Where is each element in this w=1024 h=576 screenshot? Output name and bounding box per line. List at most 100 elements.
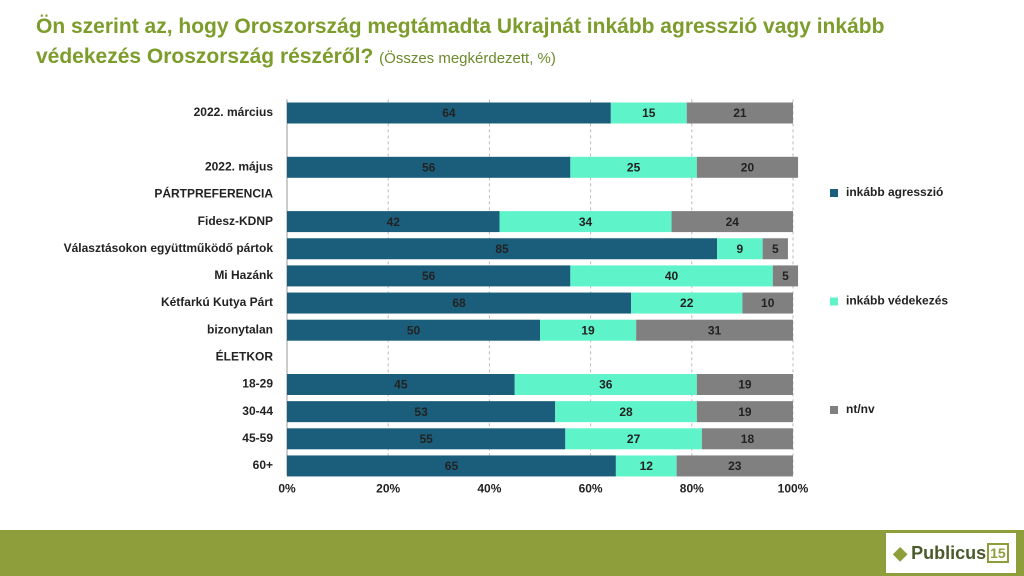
chart: 0% 20% 40% 60% 80% 100%2022. március 64 15 21202… bbox=[64, 99, 948, 496]
logo-text: Publicus bbox=[911, 542, 987, 563]
bar-segment bbox=[610, 102, 687, 124]
data-label: 21 bbox=[733, 106, 747, 120]
data-label: 55 bbox=[419, 432, 433, 446]
y-tick-label: Kétfarkú Kutya Párt bbox=[161, 295, 273, 309]
bar-segment bbox=[287, 401, 556, 423]
data-label: 15 bbox=[642, 106, 656, 120]
data-label: 34 bbox=[579, 215, 593, 229]
bar-segment bbox=[686, 102, 793, 124]
y-tick-label: 45-59 bbox=[242, 431, 273, 445]
chart-subtitle: (Összes megkérdezett, %) bbox=[379, 50, 556, 67]
bar-segment bbox=[287, 156, 571, 178]
bar-segment bbox=[287, 102, 611, 124]
data-label: 19 bbox=[738, 405, 752, 419]
x-tick-label: 80% bbox=[680, 482, 704, 496]
bar-segment bbox=[499, 211, 672, 233]
y-tick-label: Fidesz-KDNP bbox=[198, 214, 273, 228]
data-label: 5 bbox=[772, 242, 779, 256]
bar-segment bbox=[570, 156, 697, 178]
data-label: 45 bbox=[394, 378, 408, 392]
bar-segment bbox=[287, 455, 616, 477]
legend-label: inkább védekezés bbox=[846, 294, 948, 308]
data-label: 20 bbox=[741, 160, 755, 174]
bar-segment bbox=[615, 455, 677, 477]
bar-segment bbox=[540, 319, 637, 341]
data-label: 5 bbox=[782, 269, 789, 283]
data-label: 64 bbox=[442, 106, 456, 120]
bar-segment bbox=[287, 265, 571, 287]
legend-label: nt/nv bbox=[846, 402, 875, 416]
bar-segment bbox=[287, 211, 500, 233]
y-tick-label: 60+ bbox=[253, 458, 273, 472]
bar-segment bbox=[555, 401, 697, 423]
bar-segment bbox=[287, 428, 566, 450]
bar-segment bbox=[676, 455, 793, 477]
data-label: 27 bbox=[627, 432, 641, 446]
footer-band bbox=[0, 530, 1024, 576]
data-label: 36 bbox=[599, 378, 613, 392]
data-label: 12 bbox=[640, 459, 654, 473]
bar-segment bbox=[772, 265, 799, 287]
title-block: Ön szerint az, hogy Oroszország megtámad… bbox=[36, 12, 946, 74]
x-tick-label: 40% bbox=[477, 482, 501, 496]
logo-icon: ◆ bbox=[893, 542, 908, 563]
x-tick-label: 0% bbox=[278, 482, 296, 496]
bar-segment bbox=[701, 428, 793, 450]
data-label: 68 bbox=[452, 296, 466, 310]
data-label: 25 bbox=[627, 160, 641, 174]
data-label: 19 bbox=[581, 323, 595, 337]
bar-segment bbox=[287, 292, 632, 314]
bar-segment bbox=[631, 292, 743, 314]
data-label: 31 bbox=[708, 323, 722, 337]
bar-segment bbox=[287, 374, 515, 395]
x-tick-label: 20% bbox=[376, 482, 400, 496]
y-tick-label: ÉLETKOR bbox=[216, 349, 274, 364]
y-tick-label: PÁRTPREFERENCIA bbox=[154, 186, 273, 201]
data-label: 56 bbox=[422, 160, 436, 174]
data-label: 18 bbox=[741, 432, 755, 446]
chart-title: Ön szerint az, hogy Oroszország megtámad… bbox=[36, 15, 885, 68]
y-tick-label: Választásokon együttműködő pártok bbox=[64, 241, 274, 255]
logo: ◆ Publicus 15 bbox=[886, 533, 1016, 573]
data-label: 85 bbox=[495, 242, 509, 256]
logo-number: 15 bbox=[987, 543, 1009, 563]
bar-segment bbox=[762, 238, 788, 260]
data-label: 9 bbox=[737, 242, 744, 256]
data-label: 65 bbox=[445, 459, 459, 473]
legend-swatch bbox=[830, 189, 838, 197]
y-tick-label: 2022. május bbox=[205, 159, 273, 173]
data-label: 22 bbox=[680, 296, 694, 310]
legend-label: inkább agresszió bbox=[846, 185, 943, 199]
y-tick-label: 18-29 bbox=[242, 377, 273, 391]
data-label: 28 bbox=[619, 405, 633, 419]
y-tick-label: 30-44 bbox=[242, 404, 273, 418]
data-label: 24 bbox=[726, 215, 740, 229]
legend-swatch bbox=[830, 297, 838, 306]
y-tick-label: Mi Hazánk bbox=[214, 268, 273, 282]
bar-segment bbox=[287, 319, 540, 341]
y-tick-label: 2022. március bbox=[194, 105, 274, 119]
bar-segment bbox=[696, 374, 793, 395]
bar-segment bbox=[742, 292, 793, 314]
bar-segment bbox=[696, 401, 793, 423]
bar-segment bbox=[696, 156, 799, 178]
data-label: 42 bbox=[387, 215, 401, 229]
bar-segment bbox=[671, 211, 793, 233]
data-label: 50 bbox=[407, 323, 421, 337]
data-label: 53 bbox=[414, 405, 428, 419]
bar-segment bbox=[514, 374, 697, 395]
data-label: 40 bbox=[665, 269, 679, 283]
bar-segment bbox=[287, 238, 718, 260]
data-label: 23 bbox=[728, 459, 742, 473]
data-label: 19 bbox=[738, 378, 752, 392]
y-tick-label: bizonytalan bbox=[207, 322, 273, 336]
data-label: 56 bbox=[422, 269, 436, 283]
bar-segment bbox=[636, 319, 793, 341]
x-tick-label: 60% bbox=[579, 482, 603, 496]
legend-swatch bbox=[830, 406, 838, 414]
bar-segment bbox=[565, 428, 702, 450]
data-label: 10 bbox=[761, 296, 775, 310]
bar-segment bbox=[570, 265, 773, 287]
bar-segment bbox=[717, 238, 763, 260]
